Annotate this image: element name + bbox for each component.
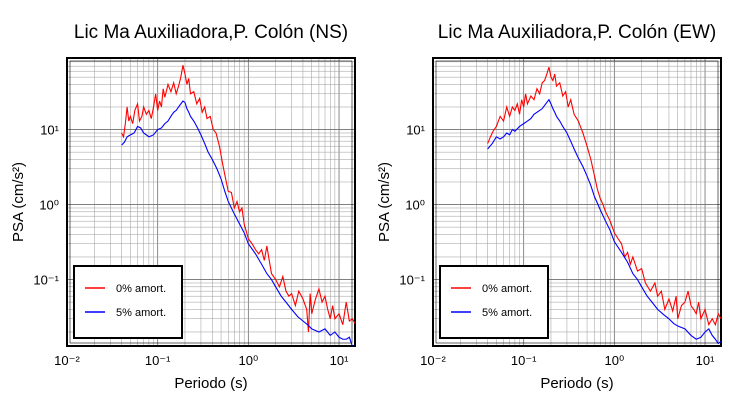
plot-frame bbox=[432, 57, 722, 347]
x-tick-label: 10⁻¹ bbox=[511, 353, 537, 368]
y-tick-label: 10⁰ bbox=[405, 198, 425, 213]
x-tick-label: 10⁰ bbox=[605, 353, 625, 368]
series-line-undamped bbox=[121, 65, 355, 333]
legend-box bbox=[439, 265, 549, 339]
chart-panel-0: 10⁻² 10⁻¹ 10⁰ 10¹ 10⁻¹ 10⁰ 10¹ Lic Ma Auxiliado… bbox=[10, 22, 356, 392]
x-tick-label: 10⁻² bbox=[54, 353, 80, 368]
x-tick-label: 10⁻¹ bbox=[145, 353, 171, 368]
legend-label: 0% amort. bbox=[482, 283, 532, 295]
plot-frame bbox=[66, 57, 356, 347]
y-axis-label: PSA (cm/s²) bbox=[10, 162, 27, 242]
y-tick-label: 10⁻¹ bbox=[33, 273, 59, 288]
x-tick-label: 10¹ bbox=[696, 353, 715, 368]
series-line-damped bbox=[487, 98, 721, 345]
chart-panel-1: 10⁻² 10⁻¹ 10⁰ 10¹ 10⁻¹ 10⁰ 10¹ Lic Ma Auxiliado… bbox=[376, 22, 722, 392]
chart-title: Lic Ma Auxiliadora,P. Colón (NS) bbox=[74, 22, 348, 43]
y-tick-label: 10¹ bbox=[40, 123, 59, 138]
y-tick-label: 10¹ bbox=[406, 123, 425, 138]
x-tick-label: 10¹ bbox=[330, 353, 349, 368]
legend: 0% amort. 5% amort. bbox=[439, 265, 549, 339]
y-tick-label: 10⁻¹ bbox=[399, 273, 425, 288]
series-line-damped bbox=[121, 100, 354, 346]
legend-box bbox=[73, 265, 183, 339]
x-tick-label: 10⁻² bbox=[420, 353, 446, 368]
plot-inner-frame bbox=[69, 60, 353, 344]
legend-label: 5% amort. bbox=[116, 307, 166, 319]
x-axis-label: Periodo (s) bbox=[540, 375, 613, 392]
legend: 0% amort. 5% amort. bbox=[73, 265, 183, 339]
plot-inner-frame bbox=[435, 60, 719, 344]
x-axis-label: Periodo (s) bbox=[174, 375, 247, 392]
y-axis-label: PSA (cm/s²) bbox=[376, 162, 393, 242]
y-tick-label: 10⁰ bbox=[39, 198, 59, 213]
legend-label: 0% amort. bbox=[116, 283, 166, 295]
chart-title: Lic Ma Auxiliadora,P. Colón (EW) bbox=[438, 22, 716, 43]
x-tick-label: 10⁰ bbox=[239, 353, 259, 368]
legend-label: 5% amort. bbox=[482, 307, 532, 319]
series-line-undamped bbox=[487, 66, 721, 327]
